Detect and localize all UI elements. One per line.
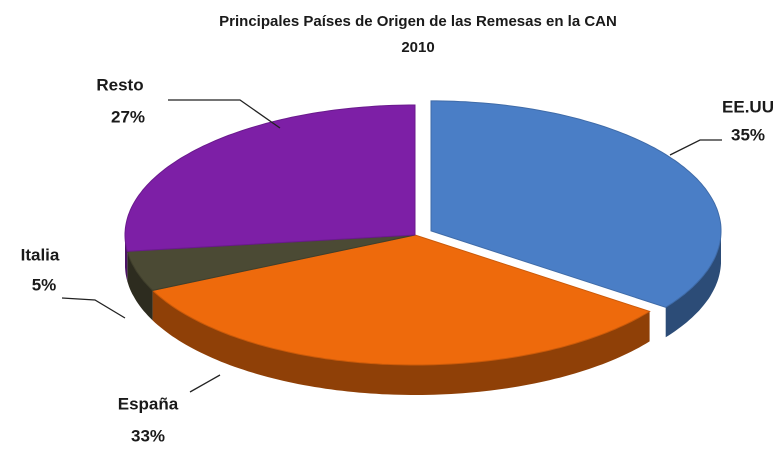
value-label: 27% <box>111 107 145 126</box>
value-label: 5% <box>32 275 57 294</box>
slice-side <box>152 290 650 395</box>
slice <box>430 100 722 308</box>
leader-line <box>61 297 126 319</box>
slice-side <box>127 251 153 321</box>
slice <box>124 104 416 252</box>
slice-side <box>125 235 128 282</box>
slice <box>151 234 651 366</box>
pie <box>124 100 722 395</box>
category-label: Italia <box>21 245 60 264</box>
slice <box>126 234 416 291</box>
leader-line <box>168 99 281 129</box>
category-label: Resto <box>96 75 143 94</box>
leader-line <box>669 139 722 156</box>
value-label: 35% <box>731 125 765 144</box>
slice-side <box>665 230 721 338</box>
value-label: 33% <box>131 426 165 445</box>
category-label: España <box>118 394 179 413</box>
chart-subtitle: 2010 <box>401 39 434 56</box>
leader-line <box>189 374 221 393</box>
chart-title: Principales Países de Origen de las Reme… <box>219 13 617 30</box>
category-label: EE.UU <box>722 97 774 116</box>
